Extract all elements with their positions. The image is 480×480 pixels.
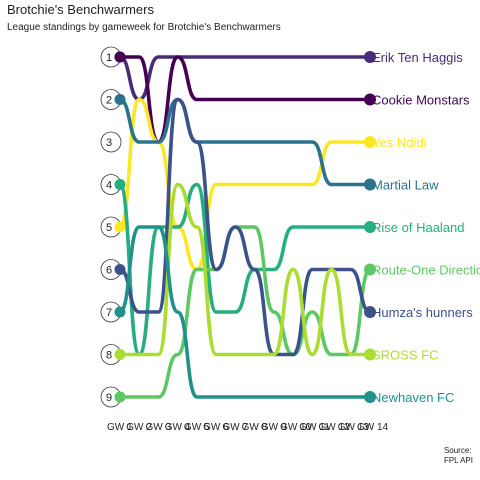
chart-title: Brotchie's Benchwarmers — [7, 2, 154, 17]
x-tick-label: GW 14 — [357, 422, 389, 433]
x-tick-label: GW 3 — [145, 422, 171, 433]
rank-label: 4 — [106, 180, 112, 192]
x-tick-label: GW 5 — [184, 422, 210, 433]
x-tick-label: GW 11 — [299, 422, 330, 433]
series-start-point — [114, 51, 126, 63]
rank-label: 8 — [106, 350, 112, 362]
series-end-point — [364, 136, 376, 148]
series-end-point — [364, 221, 376, 233]
x-tick-label: GW 10 — [280, 422, 312, 433]
x-tick-label: GW 8 — [242, 422, 268, 433]
series-end-point — [364, 263, 376, 276]
series-line — [118, 97, 372, 357]
source-label: Source: — [443, 446, 472, 455]
x-tick-label: GW 13 — [338, 422, 370, 433]
x-tick-label: GW 7 — [222, 422, 248, 433]
series-start-point — [114, 94, 126, 105]
series-label: Cookie Monstars — [372, 93, 470, 108]
series-end-point — [364, 178, 376, 191]
series-start-point — [114, 221, 126, 233]
series-label: Humza's hunners — [372, 305, 473, 320]
series-label: Newhaven FC — [372, 390, 454, 405]
x-tick-label: GW 1 — [107, 422, 133, 433]
rank-label: 7 — [106, 307, 112, 319]
series-line — [118, 55, 372, 144]
x-tick-label: GW 4 — [165, 422, 191, 433]
rank-circle — [100, 131, 122, 153]
series-start-point — [114, 349, 126, 360]
x-tick-label: GW 9 — [261, 422, 287, 433]
rank-label: 6 — [106, 265, 112, 277]
series-line — [118, 55, 372, 102]
series-line — [118, 182, 372, 357]
chart-subtitle: League standings by gameweek for Brotchi… — [7, 22, 281, 33]
x-tick-label: GW 2 — [126, 422, 152, 433]
source-value: FPL API — [443, 456, 473, 465]
rank-label: 5 — [106, 222, 112, 234]
series-end-point — [364, 306, 376, 318]
rank-label: 3 — [106, 137, 112, 149]
series-label: Martial Law — [372, 178, 439, 193]
series-end-point — [364, 391, 376, 403]
series-end-point — [364, 93, 376, 106]
series-start-point — [114, 306, 126, 318]
series-end-point — [364, 51, 376, 63]
rank-label: 2 — [106, 95, 112, 107]
x-tick-label: GW 6 — [203, 422, 229, 433]
series-line — [118, 97, 372, 187]
series-start-point — [114, 179, 126, 190]
rank-label: 1 — [106, 52, 112, 64]
series-end-point — [364, 348, 376, 361]
series-label: Yes Ndidi — [372, 135, 427, 150]
rank-label: 9 — [106, 392, 112, 404]
series-line — [118, 182, 372, 357]
series-label: Erik Ten Haggis — [372, 50, 463, 65]
series-line — [118, 225, 372, 399]
x-tick-label: GW 12 — [319, 422, 351, 433]
source-note: Source: FPL API — [444, 446, 473, 466]
series-line — [118, 225, 372, 399]
series-start-point — [114, 391, 126, 403]
series-label: SROSS FC — [372, 348, 438, 363]
series-label: Route-One Direction — [372, 263, 480, 278]
series-label: Rise of Haaland — [372, 220, 465, 235]
series-start-point — [114, 264, 126, 275]
